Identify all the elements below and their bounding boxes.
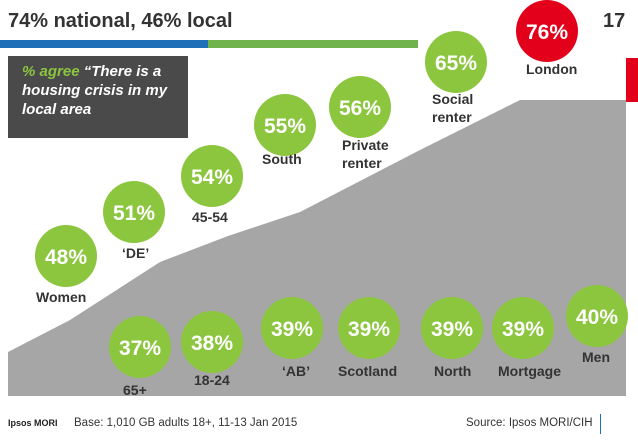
bubble-women — [35, 225, 97, 287]
question-text: “There is a housing crisis in my local a… — [22, 63, 168, 118]
bubble-65 — [109, 316, 171, 378]
title-underline-blue — [0, 40, 208, 48]
bubble-label-scotland: Scotland — [338, 363, 397, 379]
slide-title: 74% national, 46% local — [8, 10, 233, 32]
bubble-scotland — [338, 297, 400, 359]
bubble-value-mortgage: 39% — [502, 318, 544, 341]
bubble-label-18-24: 18-24 — [194, 372, 230, 388]
bubble-de — [103, 181, 165, 243]
title-underline-green — [208, 40, 418, 48]
bubble-label-ab: ‘AB’ — [282, 363, 310, 379]
footer-divider — [600, 414, 623, 434]
bubble-label-south: South — [262, 151, 302, 167]
title-underline — [0, 40, 418, 50]
bubble-value-ab: 39% — [271, 318, 313, 341]
bubble-value-south: 55% — [264, 115, 306, 138]
bubble-ab — [261, 297, 323, 359]
bubble-value-private-renter: 56% — [339, 97, 381, 120]
bubble-value-65: 37% — [119, 337, 161, 360]
bubble-south — [254, 94, 316, 156]
bubble-value-women: 48% — [45, 246, 87, 269]
bubble-label-65: 65+ — [123, 382, 147, 398]
bubbles: 48% Women 51% ‘DE’ 54% 45-54 55% South 56% Privat… — [35, 0, 628, 398]
question-box: % agree “There is a housing crisis in my… — [8, 56, 188, 138]
bubble-value-london: 76% — [526, 21, 568, 44]
bubble-men — [566, 285, 628, 347]
question-label: % agree — [22, 63, 80, 80]
footer-base: Base: 1,010 GB adults 18+, 11-13 Jan 201… — [74, 417, 298, 429]
london-accent-bar — [626, 58, 638, 102]
slide-number: 17 — [603, 10, 626, 32]
ipsos-mori-logo: Ipsos MORI — [8, 418, 58, 428]
bubble-north — [421, 297, 483, 359]
bubble-value-45-54: 54% — [191, 166, 233, 189]
bubble-value-de: 51% — [113, 202, 155, 225]
bubble-label-45-54: 45-54 — [192, 209, 228, 225]
bubble-private-renter — [329, 76, 391, 138]
footer-source: Source: Ipsos MORI/CIH — [466, 417, 593, 429]
bubble-value-scotland: 39% — [348, 318, 390, 341]
bubble-label-mortgage: Mortgage — [498, 363, 561, 379]
bubble-label-private-renter: Private renter — [342, 137, 389, 171]
bubble-value-north: 39% — [431, 318, 473, 341]
bubble-social-renter — [425, 31, 487, 93]
bubble-label-london: London — [526, 61, 577, 77]
bubble-label-men: Men — [582, 349, 610, 365]
bubble-label-social-renter: Social renter — [432, 91, 473, 125]
bubble-value-social-renter: 65% — [435, 52, 477, 75]
bubble-label-north: North — [434, 363, 471, 379]
bubble-mortgage — [492, 297, 554, 359]
bubble-45-54 — [181, 145, 243, 207]
bubble-label-women: Women — [36, 289, 86, 305]
bubble-label-de: ‘DE’ — [122, 245, 149, 261]
bubble-value-men: 40% — [576, 306, 618, 329]
bubble-london — [516, 0, 578, 62]
bubble-value-18-24: 38% — [191, 332, 233, 355]
bubble-18-24 — [181, 311, 243, 373]
